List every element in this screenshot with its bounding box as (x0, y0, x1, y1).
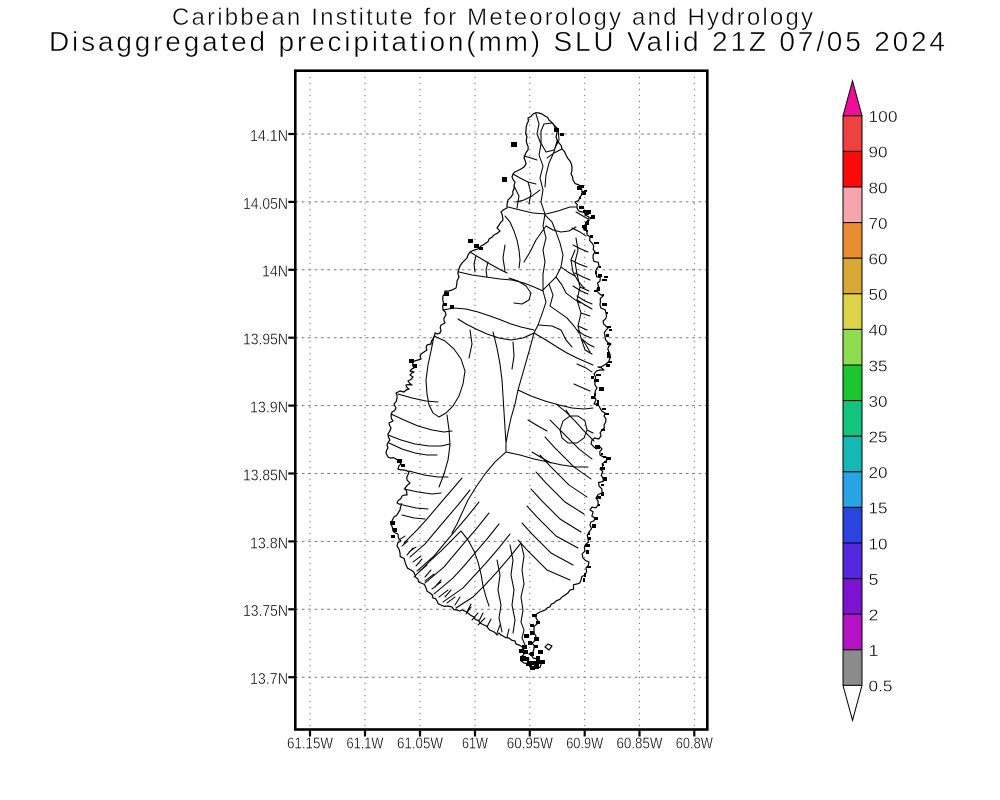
svg-text:40: 40 (869, 323, 888, 340)
svg-text:15: 15 (869, 501, 888, 518)
svg-text:0.5: 0.5 (869, 679, 893, 696)
svg-text:70: 70 (869, 216, 888, 233)
svg-text:90: 90 (869, 145, 888, 162)
svg-text:13.75N: 13.75N (243, 603, 288, 620)
svg-text:13.9N: 13.9N (250, 400, 288, 417)
svg-text:13.95N: 13.95N (243, 332, 288, 349)
svg-text:80: 80 (869, 180, 888, 197)
svg-text:Disaggregated precipitation(mm: Disaggregated precipitation(mm) SLU Vali… (49, 26, 945, 57)
svg-text:25: 25 (869, 430, 888, 447)
svg-text:2: 2 (869, 608, 879, 625)
svg-text:60.9W: 60.9W (566, 736, 604, 753)
svg-text:13.7N: 13.7N (250, 671, 288, 688)
svg-text:50: 50 (869, 287, 888, 304)
svg-text:60.8W: 60.8W (676, 736, 714, 753)
svg-text:61W: 61W (462, 736, 489, 753)
svg-text:13.8N: 13.8N (250, 535, 288, 552)
svg-text:60: 60 (869, 252, 888, 269)
svg-text:14N: 14N (262, 264, 288, 281)
svg-text:13.85N: 13.85N (243, 467, 288, 484)
svg-text:61.05W: 61.05W (397, 736, 444, 753)
svg-text:61.15W: 61.15W (287, 736, 334, 753)
svg-text:30: 30 (869, 394, 888, 411)
svg-text:Caribbean Institute for Meteor: Caribbean Institute for Meteorology and … (172, 4, 813, 31)
svg-text:5: 5 (869, 572, 879, 589)
svg-text:35: 35 (869, 358, 888, 375)
svg-text:14.05N: 14.05N (243, 196, 288, 213)
svg-text:1: 1 (869, 643, 879, 660)
svg-text:61.1W: 61.1W (347, 736, 385, 753)
svg-text:20: 20 (869, 465, 888, 482)
svg-text:14.1N: 14.1N (250, 128, 288, 145)
svg-text:10: 10 (869, 536, 888, 553)
svg-text:100: 100 (869, 109, 898, 126)
svg-text:60.95W: 60.95W (507, 736, 554, 753)
svg-text:60.85W: 60.85W (617, 736, 664, 753)
